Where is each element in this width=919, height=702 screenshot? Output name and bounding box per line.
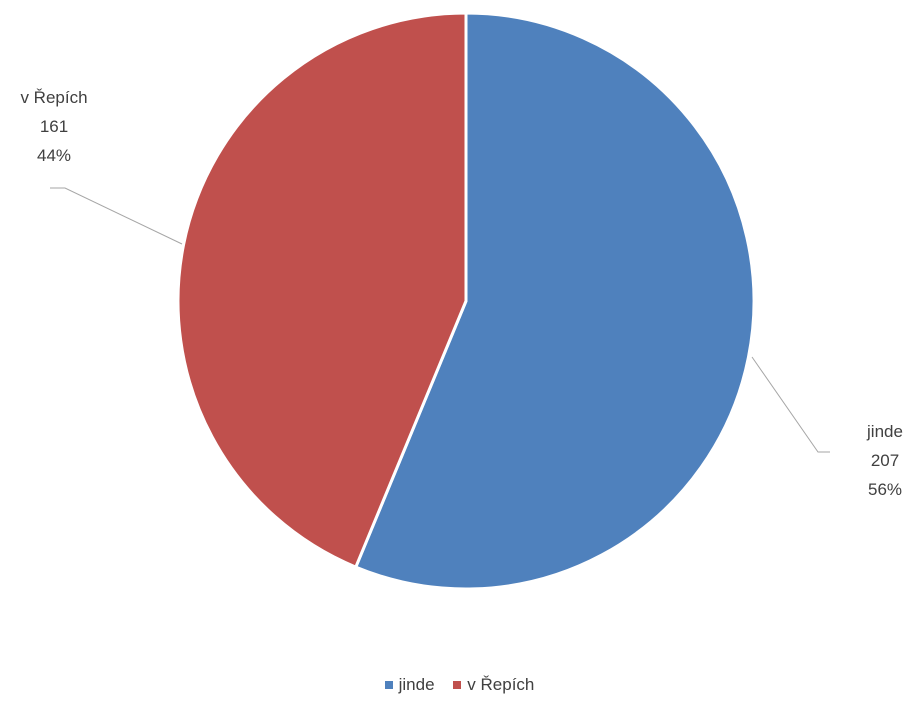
data-label-percent-jinde: 56%	[868, 480, 902, 499]
data-label-name-jinde: jinde	[866, 422, 903, 441]
pie-slices	[176, 11, 756, 591]
data-labels: v Řepích 161 44% jinde 207 56%	[20, 88, 903, 499]
data-label-value-v-repich: 161	[40, 117, 68, 136]
leader-line-v-repich	[50, 187, 183, 245]
pie-slice-jinde[interactable]	[354, 11, 756, 591]
leader-lines	[50, 187, 830, 453]
pie-slice-v-repich[interactable]	[176, 11, 468, 569]
leader-line-jinde	[751, 356, 830, 453]
legend-item-v-repich[interactable]: v Řepích	[453, 675, 534, 695]
legend-swatch-jinde	[384, 681, 393, 689]
legend: jinde v Řepích	[0, 674, 919, 695]
data-label-name-v-repich: v Řepích	[20, 88, 87, 107]
legend-swatch-v-repich	[453, 681, 462, 689]
legend-label-jinde: jinde	[398, 675, 435, 694]
legend-item-jinde[interactable]: jinde	[384, 675, 435, 695]
data-label-percent-v-repich: 44%	[37, 146, 71, 165]
data-label-value-jinde: 207	[871, 451, 899, 470]
legend-label-v-repich: v Řepích	[467, 675, 535, 694]
